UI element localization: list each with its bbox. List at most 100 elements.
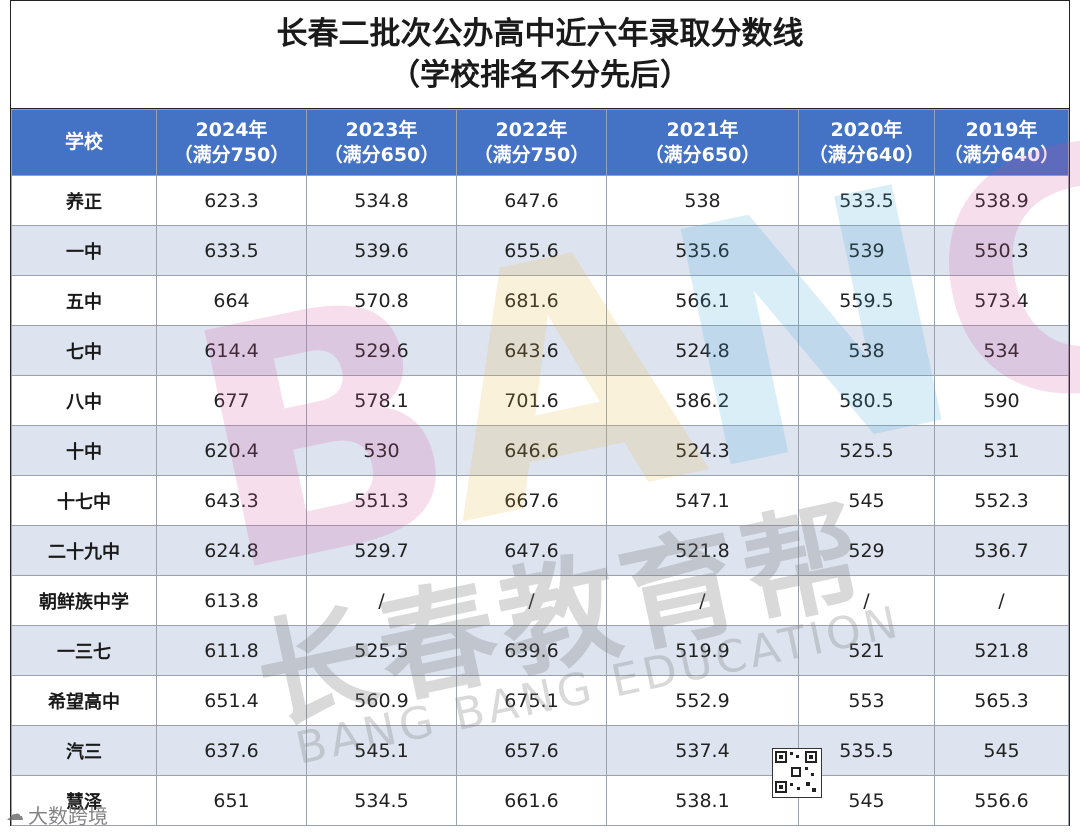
- score-cell: 521.8: [934, 625, 1069, 676]
- score-cell: 624.8: [156, 525, 307, 576]
- score-cell: 586.2: [606, 375, 799, 426]
- column-header-year: 2024年 （满分750）: [156, 109, 307, 176]
- score-cell: /: [606, 575, 799, 626]
- score-cell: 655.6: [456, 225, 607, 276]
- score-cell: 547.1: [606, 475, 799, 526]
- school-name-cell: 十中: [11, 425, 157, 476]
- column-header-label: 2023年: [345, 118, 418, 141]
- score-cell: 529.6: [306, 325, 457, 376]
- score-cell: 538: [798, 325, 935, 376]
- score-cell: 701.6: [456, 375, 607, 426]
- column-header-sub: （满分640）: [943, 143, 1060, 166]
- score-cell: 681.6: [456, 275, 607, 326]
- column-header-sub: （满分750）: [473, 143, 590, 166]
- table-row: 一三七 611.8 525.5 639.6 519.9 521 521.8: [11, 625, 1069, 676]
- score-cell: 675.1: [456, 675, 607, 726]
- score-cell: 580.5: [798, 375, 935, 426]
- school-name-cell: 养正: [11, 175, 157, 226]
- table-row: 八中 677 578.1 701.6 586.2 580.5 590: [11, 375, 1069, 426]
- score-cell: 552.3: [934, 475, 1069, 526]
- column-header-label: 2020年: [830, 118, 903, 141]
- score-cell: 623.3: [156, 175, 307, 226]
- score-cell: 661.6: [456, 775, 607, 826]
- score-cell: 566.1: [606, 275, 799, 326]
- score-cell: 570.8: [306, 275, 457, 326]
- column-header-label: 2019年: [965, 118, 1038, 141]
- score-cell: /: [934, 575, 1069, 626]
- table-row: 汽三 637.6 545.1 657.6 537.4 535.5 545: [11, 725, 1069, 776]
- score-cell: 521: [798, 625, 935, 676]
- table-row: 朝鲜族中学 613.8// / / /: [11, 575, 1069, 626]
- column-header-label: 2024年: [195, 118, 268, 141]
- score-cell: 553: [798, 675, 935, 726]
- qr-code-icon: [772, 748, 822, 798]
- table-row: 慧泽 651 534.5 661.6 538.1 545 556.6: [11, 775, 1069, 826]
- table-row: 希望高中 651.4 560.9 675.1 552.9 553 565.3: [11, 675, 1069, 726]
- score-cell: 633.5: [156, 225, 307, 276]
- score-cell: 534: [934, 325, 1069, 376]
- table-row: 十中 620.4 530 646.6 524.3 525.5 531: [11, 425, 1069, 476]
- column-header-sub: （满分650）: [323, 143, 440, 166]
- score-cell: 531: [934, 425, 1069, 476]
- score-cell: /: [456, 575, 607, 626]
- school-name-cell: 汽三: [11, 725, 157, 776]
- score-cell: 657.6: [456, 725, 607, 776]
- score-cell: 651.4: [156, 675, 307, 726]
- footer-logo-text: 大数跨境: [28, 804, 108, 828]
- score-cell: 677: [156, 375, 307, 426]
- score-cell: 538: [606, 175, 799, 226]
- score-cell: 535.6: [606, 225, 799, 276]
- school-name-cell: 五中: [11, 275, 157, 326]
- score-cell: 519.9: [606, 625, 799, 676]
- column-header-sub: （满分640）: [808, 143, 925, 166]
- score-cell: 614.4: [156, 325, 307, 376]
- score-table: 学校 2024年 （满分750） 2023年 （满分650） 2022年 （满分750） 20…: [11, 109, 1069, 826]
- score-cell: 525.5: [798, 425, 935, 476]
- score-cell: /: [306, 575, 457, 626]
- school-name-cell: 朝鲜族中学: [11, 575, 157, 626]
- score-cell: 545: [798, 475, 935, 526]
- score-cell: 534.8: [306, 175, 457, 226]
- table-row: 五中 664 570.8 681.6 566.1 559.5 573.4: [11, 275, 1069, 326]
- score-cell: 573.4: [934, 275, 1069, 326]
- score-cell: 559.5: [798, 275, 935, 326]
- table-header-row: 学校 2024年 （满分750） 2023年 （满分650） 2022年 （满分750） 20…: [11, 109, 1069, 176]
- score-cell: 620.4: [156, 425, 307, 476]
- column-header-sub: （满分650）: [644, 143, 761, 166]
- score-cell: 643.3: [156, 475, 307, 526]
- score-cell: 538.9: [934, 175, 1069, 226]
- score-cell: 613.8: [156, 575, 307, 626]
- score-cell: 537.4: [606, 725, 799, 776]
- score-cell: 667.6: [456, 475, 607, 526]
- score-cell: 552.9: [606, 675, 799, 726]
- school-name-cell: 二十九中: [11, 525, 157, 576]
- score-cell: 646.6: [456, 425, 607, 476]
- school-name-cell: 一三七: [11, 625, 157, 676]
- title-line-1: 长春二批次公办高中近六年录取分数线: [276, 15, 804, 52]
- column-header-school: 学校: [11, 109, 157, 176]
- score-cell: 611.8: [156, 625, 307, 676]
- column-header-label: 学校: [64, 131, 103, 153]
- score-cell: 524.3: [606, 425, 799, 476]
- school-name-cell: 一中: [11, 225, 157, 276]
- score-cell: 524.8: [606, 325, 799, 376]
- score-cell: 534.5: [306, 775, 457, 826]
- table-body: 养正 623.3 534.8 647.6 538 533.5 538.9 一中 633.5 539…: [11, 175, 1069, 826]
- table-row: 养正 623.3 534.8 647.6 538 533.5 538.9: [11, 175, 1069, 226]
- score-cell: 651: [156, 775, 307, 826]
- column-header-year: 2021年 （满分650）: [606, 109, 799, 176]
- score-cell: 637.6: [156, 725, 307, 776]
- table-row: 二十九中 624.8 529.7 647.6 521.8 529 536.7: [11, 525, 1069, 576]
- column-header-label: 2021年: [666, 118, 739, 141]
- school-name-cell: 八中: [11, 375, 157, 426]
- score-cell: 529: [798, 525, 935, 576]
- column-header-label: 2022年: [495, 118, 568, 141]
- score-cell: 525.5: [306, 625, 457, 676]
- school-name-cell: 十七中: [11, 475, 157, 526]
- column-header-year: 2019年 （满分640）: [934, 109, 1069, 176]
- score-cell: 533.5: [798, 175, 935, 226]
- score-cell: 664: [156, 275, 307, 326]
- score-cell: 539: [798, 225, 935, 276]
- title-line-2: （学校排名不分先后）: [390, 57, 690, 93]
- score-cell: 578.1: [306, 375, 457, 426]
